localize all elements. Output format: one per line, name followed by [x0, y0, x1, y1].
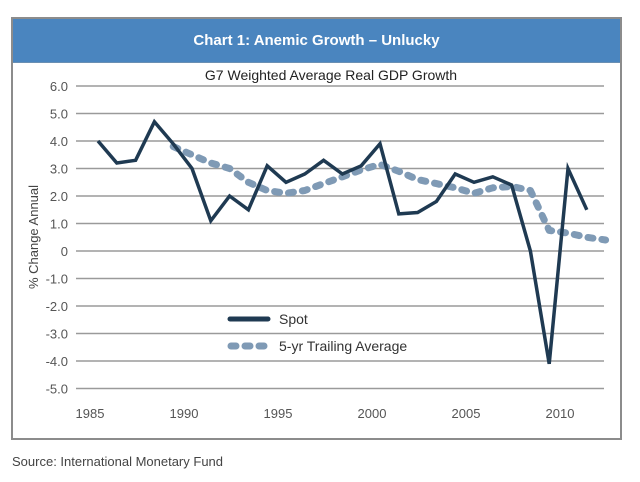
x-tick-label: 1990 — [170, 406, 199, 421]
y-tick-label: 3.0 — [50, 162, 68, 177]
y-tick-label: 5.0 — [50, 107, 68, 122]
chart-header: Chart 1: Anemic Growth – Unlucky — [13, 19, 620, 63]
source-note: Source: International Monetary Fund — [12, 454, 224, 469]
x-tick-label: 1995 — [264, 406, 293, 421]
x-tick-label: 2000 — [358, 406, 387, 421]
x-tick-label: 1985 — [76, 406, 105, 421]
y-tick-label: 6.0 — [50, 79, 68, 94]
x-tick-label: 2005 — [452, 406, 481, 421]
y-tick-label: 4.0 — [50, 134, 68, 149]
y-tick-label: -1.0 — [46, 272, 68, 287]
trailing-average-series-line — [169, 143, 610, 244]
y-tick-label: 1.0 — [50, 217, 68, 232]
y-tick-label: -4.0 — [46, 354, 68, 369]
y-tick-label: -3.0 — [46, 327, 68, 342]
y-tick-label: -2.0 — [46, 299, 68, 314]
y-tick-label: -5.0 — [46, 382, 68, 397]
y-tick-label: 0 — [61, 244, 68, 259]
chart-frame: Chart 1: Anemic Growth – Unlucky — [11, 17, 622, 440]
y-tick-label: 2.0 — [50, 189, 68, 204]
x-tick-label: 2010 — [546, 406, 575, 421]
legend-label-average: 5-yr Trailing Average — [279, 338, 407, 354]
legend-label-spot: Spot — [279, 311, 308, 327]
chart-title: G7 Weighted Average Real GDP Growth — [205, 67, 457, 83]
y-axis-label: % Change Annual — [26, 185, 41, 289]
spot-series-line — [96, 118, 589, 365]
